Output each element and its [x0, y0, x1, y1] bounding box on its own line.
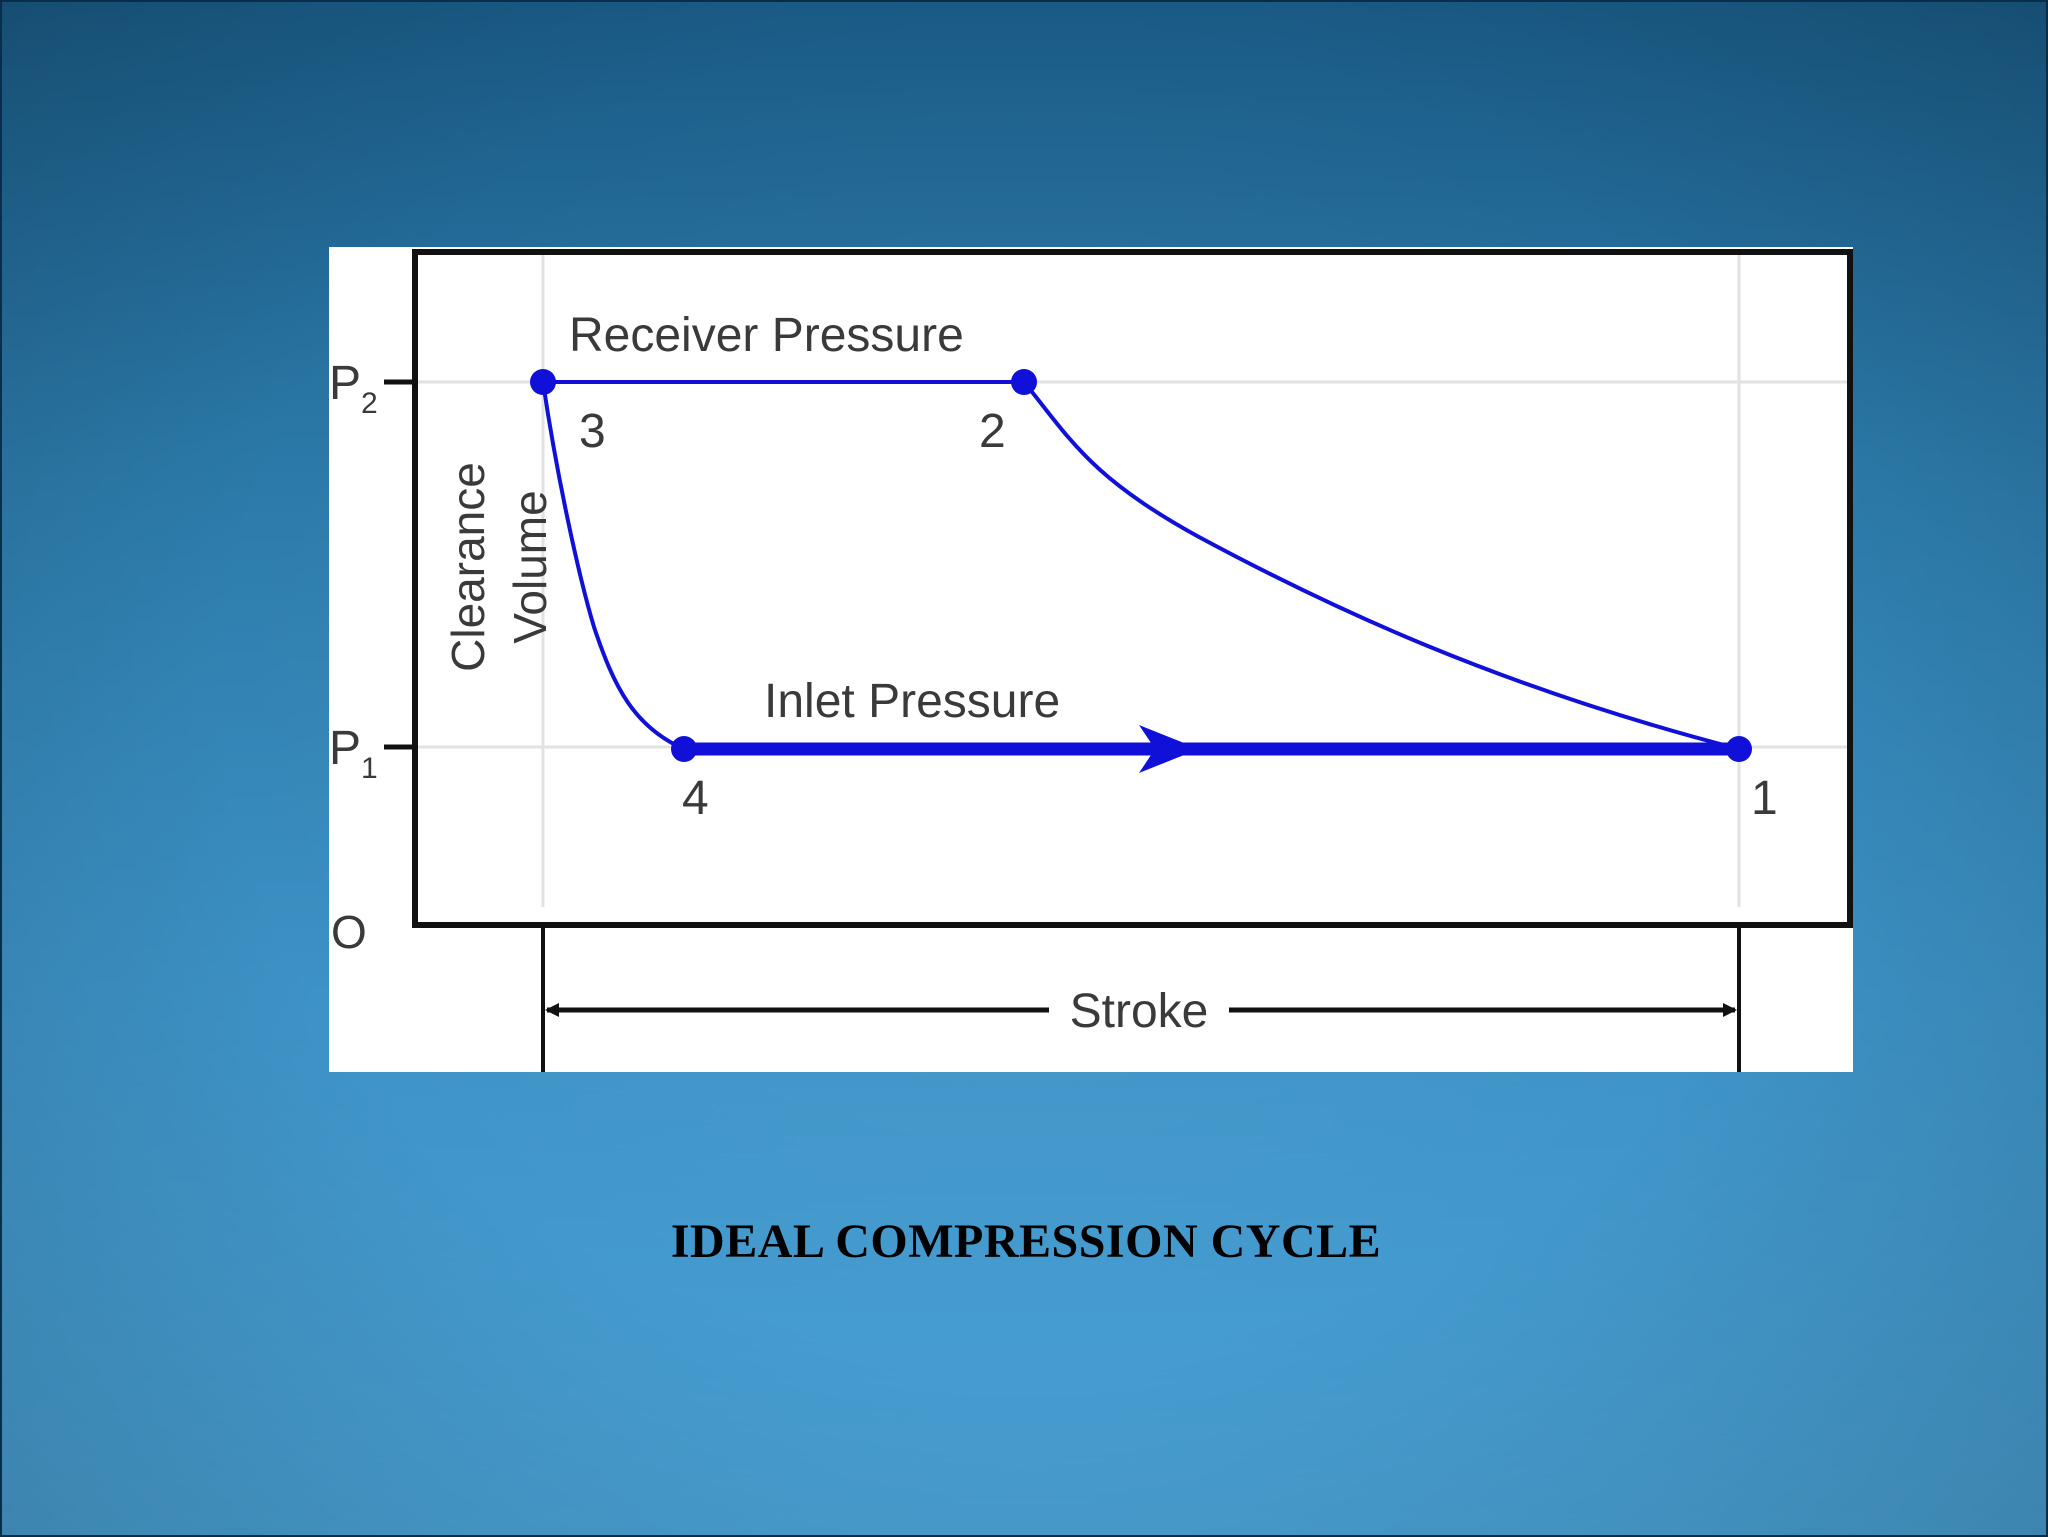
plot-frame — [412, 249, 1853, 928]
compression-curve — [1022, 380, 1740, 751]
cycle-points — [530, 369, 1752, 762]
point-2-marker — [1011, 369, 1037, 395]
cycle-paths — [541, 380, 1740, 756]
point-2-label: 2 — [979, 405, 1006, 458]
re-expansion-curve — [541, 381, 685, 751]
pv-diagram-svg: P2 P1 O Clearance Volume — [329, 249, 1853, 1072]
clearance-volume-label: Clearance Volume — [442, 462, 556, 672]
point-3-label: 3 — [579, 405, 606, 458]
point-4-marker — [671, 736, 697, 762]
compression-cycle-diagram: P2 P1 O Clearance Volume — [329, 247, 1853, 1072]
origin-label: O — [331, 906, 367, 958]
inlet-pressure-label: Inlet Pressure — [764, 675, 1060, 728]
svg-text:Volume: Volume — [504, 490, 556, 643]
receiver-pressure-label: Receiver Pressure — [569, 309, 964, 362]
svg-text:Clearance: Clearance — [442, 462, 494, 672]
point-1-label: 1 — [1751, 772, 1778, 825]
intake-direction-arrow — [1139, 725, 1199, 773]
p2-label: P2 — [329, 357, 378, 420]
point-3-marker — [530, 369, 556, 395]
point-1-marker — [1726, 736, 1752, 762]
stroke-label: Stroke — [1070, 985, 1209, 1038]
slide-caption: IDEAL COMPRESSION CYCLE — [670, 1215, 1382, 1268]
p1-label: P1 — [329, 722, 378, 785]
point-4-label: 4 — [682, 772, 709, 825]
